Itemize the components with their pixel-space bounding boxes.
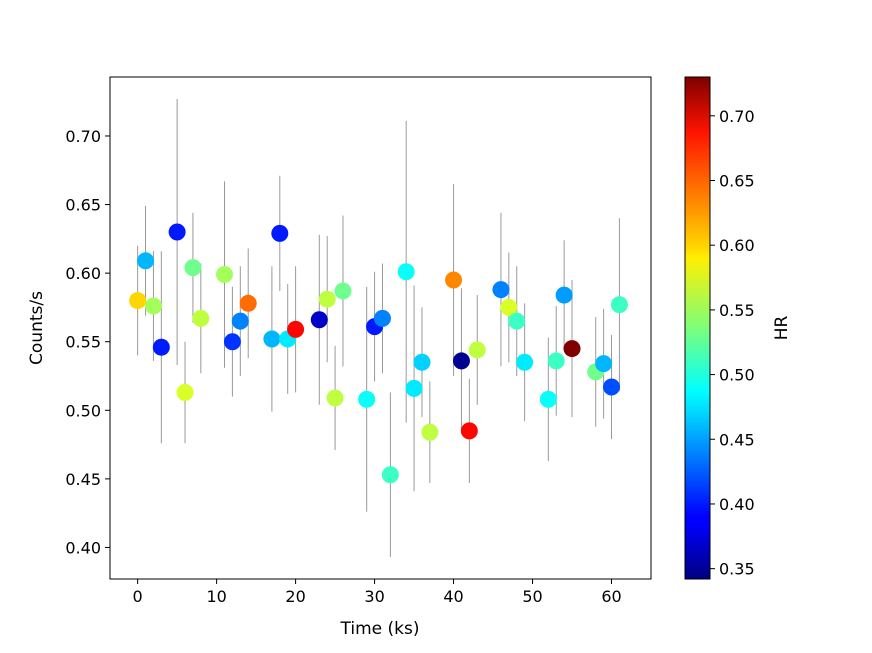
y-tick-label: 0.40 <box>65 538 101 557</box>
data-point <box>405 379 423 397</box>
colorbar-tick-label: 0.60 <box>719 236 755 255</box>
data-point <box>603 378 621 396</box>
y-tick-label: 0.70 <box>65 127 101 146</box>
data-point <box>239 294 257 312</box>
plot-frame <box>109 76 652 580</box>
colorbar-frame <box>684 76 711 580</box>
colorbar-tick-label: 0.70 <box>719 107 755 126</box>
x-tick-label: 0 <box>133 587 143 606</box>
colorbar-tick-label: 0.45 <box>719 430 755 449</box>
y-axis-label: Counts/s <box>27 291 47 365</box>
data-point <box>547 352 565 370</box>
data-point <box>318 290 336 308</box>
data-point <box>184 259 202 277</box>
y-tick-label: 0.45 <box>65 470 101 489</box>
colorbar-gradient <box>685 77 710 579</box>
data-point <box>231 312 249 330</box>
data-point <box>445 271 463 289</box>
data-point <box>373 309 391 327</box>
data-point <box>192 309 210 327</box>
y-tick-label: 0.65 <box>65 196 101 215</box>
data-point <box>358 390 376 408</box>
data-point <box>129 292 147 310</box>
y-tick-label: 0.55 <box>65 333 101 352</box>
x-tick-label: 40 <box>443 587 463 606</box>
data-point <box>287 320 305 338</box>
data-point <box>500 298 518 316</box>
x-tick-label: 50 <box>522 587 542 606</box>
y-tick-label: 0.60 <box>65 264 101 283</box>
x-tick-label: 60 <box>601 587 621 606</box>
data-point <box>271 224 289 242</box>
data-point <box>452 352 470 370</box>
data-point <box>421 423 439 441</box>
data-point <box>381 466 399 484</box>
axes: 0 10 20 30 40 50 60 0.40 0.45 0.50 0.55 0.60 0.65 0.7… <box>65 76 652 606</box>
x-tick-label: 30 <box>364 587 384 606</box>
data-point <box>555 286 573 304</box>
data-point <box>595 355 613 373</box>
data-point <box>563 340 581 358</box>
data-point <box>539 390 557 408</box>
data-point <box>508 312 526 330</box>
data-point <box>152 338 170 356</box>
data-point <box>168 223 186 241</box>
colorbar: 0.35 0.40 0.45 0.50 0.55 0.60 0.65 0.70 <box>684 76 755 580</box>
data-point <box>310 311 328 329</box>
colorbar-tick-label: 0.40 <box>719 495 755 514</box>
colorbar-tick-label: 0.50 <box>719 366 755 385</box>
colorbar-tick-label: 0.35 <box>719 560 755 579</box>
data-point <box>516 353 534 371</box>
data-point <box>610 296 628 314</box>
data-point <box>137 252 155 270</box>
colorbar-tick-label: 0.55 <box>719 301 755 320</box>
x-axis-label: Time (ks) <box>340 619 420 639</box>
data-point <box>216 266 234 284</box>
data-point <box>334 282 352 300</box>
data-point <box>176 383 194 401</box>
data-point <box>492 281 510 299</box>
data-point <box>413 353 431 371</box>
colorbar-tick-label: 0.65 <box>719 172 755 191</box>
data-point <box>397 263 415 281</box>
x-tick-label: 10 <box>206 587 226 606</box>
data-point <box>326 389 344 407</box>
data-point <box>223 333 241 351</box>
plot-area <box>129 98 628 558</box>
x-tick-label: 20 <box>285 587 305 606</box>
y-tick-label: 0.50 <box>65 401 101 420</box>
data-point <box>468 341 486 359</box>
data-point <box>144 297 162 315</box>
colorbar-label: HR <box>772 316 792 341</box>
data-point <box>263 330 281 348</box>
data-point <box>460 422 478 440</box>
